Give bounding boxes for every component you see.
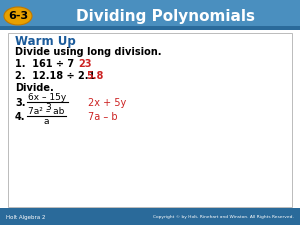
Text: Holt Algebra 2: Holt Algebra 2 (6, 214, 46, 220)
Text: 7a² – ab: 7a² – ab (28, 106, 64, 115)
Text: 3.: 3. (15, 98, 26, 108)
Ellipse shape (4, 7, 32, 25)
Text: 23: 23 (78, 59, 92, 69)
Text: 2.  12.18 ÷ 2.1: 2. 12.18 ÷ 2.1 (15, 71, 95, 81)
FancyBboxPatch shape (0, 0, 300, 30)
FancyBboxPatch shape (8, 33, 292, 207)
Text: Divide.: Divide. (15, 83, 54, 93)
Text: Divide using long division.: Divide using long division. (15, 47, 161, 57)
Text: 6x – 15y: 6x – 15y (28, 92, 66, 101)
Text: Warm Up: Warm Up (15, 36, 76, 49)
Text: 4.: 4. (15, 112, 26, 122)
FancyBboxPatch shape (0, 26, 300, 30)
Text: 5.8: 5.8 (86, 71, 104, 81)
Text: Dividing Polynomials: Dividing Polynomials (76, 9, 254, 23)
Text: 2x + 5y: 2x + 5y (88, 98, 126, 108)
Text: 3: 3 (45, 103, 51, 112)
Text: 7a – b: 7a – b (88, 112, 118, 122)
Text: 6-3: 6-3 (8, 11, 28, 21)
Text: 1.  161 ÷ 7: 1. 161 ÷ 7 (15, 59, 74, 69)
FancyBboxPatch shape (0, 208, 300, 225)
Text: Copyright © by Holt, Rinehart and Winston. All Rights Reserved.: Copyright © by Holt, Rinehart and Winsto… (153, 215, 294, 219)
Text: a: a (44, 117, 50, 126)
